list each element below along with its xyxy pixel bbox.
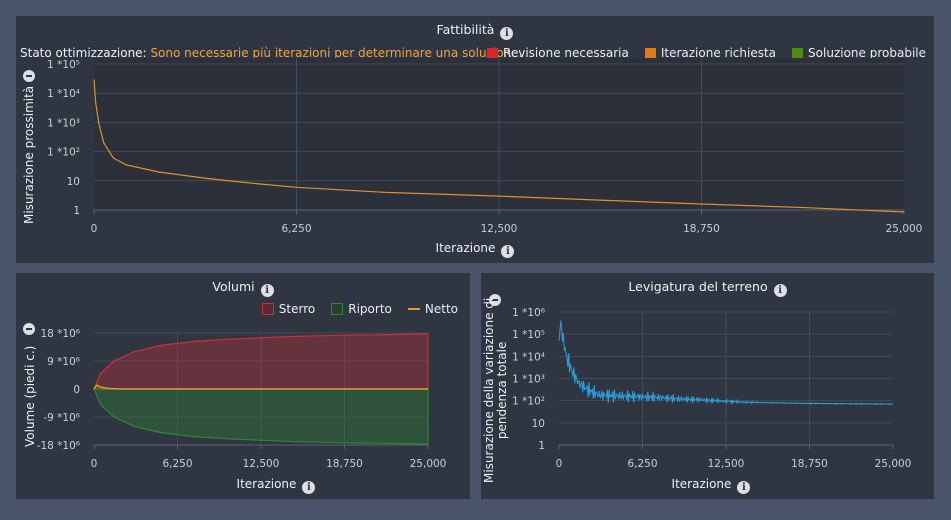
y-tick-label: 1 *10⁴ (47, 88, 80, 100)
line-netto (93, 384, 428, 390)
legend-swatch (644, 47, 656, 59)
smoothing-x-label: Iterazione (671, 477, 732, 491)
legend-label: Soluzione probabile (808, 46, 926, 60)
legend-label: Iterazione richiesta (660, 46, 777, 60)
y-tick-label: 10 (532, 418, 545, 430)
info-icon[interactable]: i (501, 245, 515, 258)
x-tick-label: 12,500 (243, 458, 280, 470)
status-label: Stato ottimizzazione: (20, 46, 147, 60)
feasibility-legend: Revisione necessaria Iterazione richiest… (471, 46, 926, 60)
legend-label: Netto (424, 302, 458, 316)
x-tick-label: 0 (91, 458, 98, 470)
legend-label: Sterro (278, 302, 316, 316)
legend-swatch (331, 303, 344, 315)
volumes-title: Volumi (212, 279, 255, 294)
legend-swatch (261, 303, 274, 315)
x-tick-label: 18,750 (683, 223, 720, 235)
feasibility-x-axis-title: Iterazione i (16, 241, 934, 258)
data-line (93, 79, 905, 213)
y-tick-label: 0 (73, 384, 80, 396)
y-tick-label: 1 *10³ (512, 374, 545, 386)
y-tick-label: 1 *10⁵ (512, 329, 545, 341)
x-tick-label: 18,750 (326, 458, 363, 470)
legend-item-solution: Soluzione probabile (792, 46, 926, 60)
info-icon[interactable]: i (302, 481, 316, 494)
legend-item-iteration: Iterazione richiesta (644, 46, 777, 60)
collapse-icon[interactable] (23, 323, 35, 335)
y-tick-label: 1 *10² (47, 147, 80, 159)
x-tick-label: 6,250 (627, 458, 657, 470)
collapse-icon[interactable] (23, 70, 35, 82)
feasibility-chart: 1 10 1 *10² 1 *10³ 1 *10⁴ 1 *10⁵ 0 6,250 12,500 1… (47, 58, 923, 235)
legend-item-sterro: Sterro (261, 302, 316, 316)
legend-label: Riporto (348, 302, 392, 316)
smoothing-panel: Levigatura del terreno i Misurazione dell… (481, 273, 934, 499)
data-line (558, 320, 893, 406)
legend-swatch (487, 47, 499, 59)
y-tick-label: 9 *10⁶ (47, 356, 80, 368)
feasibility-panel: Fattibilità i Stato ottimizzazione: Sono … (16, 16, 934, 263)
area-sterro (93, 333, 429, 390)
y-tick-label: 1 *10⁵ (47, 59, 80, 71)
collapse-icon[interactable] (489, 294, 501, 306)
y-tick-label: 1 (73, 205, 80, 217)
optimization-status: Stato ottimizzazione: Sono necessarie pi… (20, 46, 522, 60)
legend-swatch (407, 308, 420, 310)
x-tick-label: 25,000 (875, 458, 912, 470)
x-tick-label: 12,500 (708, 458, 745, 470)
info-icon[interactable]: i (260, 284, 274, 297)
smoothing-x-axis-title: Iterazione i (611, 477, 811, 494)
status-message: Sono necessarie più iterazioni per deter… (150, 46, 523, 60)
x-tick-label: 6,250 (162, 458, 192, 470)
x-tick-label: 0 (556, 458, 563, 470)
info-icon[interactable]: i (737, 481, 751, 494)
y-tick-label: 1 *10⁴ (512, 351, 545, 363)
info-icon[interactable]: i (500, 27, 514, 40)
volumes-legend: Sterro Riporto Netto (246, 302, 458, 316)
legend-label: Revisione necessaria (503, 46, 629, 60)
y-tick-label: -18 *10⁶ (37, 440, 80, 452)
x-tick-label: 6,250 (281, 223, 311, 235)
legend-swatch (792, 47, 804, 59)
legend-item-netto: Netto (407, 302, 458, 316)
feasibility-x-label: Iterazione (435, 241, 496, 255)
y-tick-label: 10 (67, 176, 80, 188)
info-icon[interactable]: i (773, 284, 787, 297)
x-tick-label: 25,000 (886, 223, 923, 235)
volumes-panel: Volumi i Sterro Riporto Netto Volume (pie… (16, 273, 470, 499)
y-tick-label: -9 *10⁶ (43, 412, 80, 424)
volumes-chart: -18 *10⁶ -9 *10⁶ 0 9 *10⁶ 18 *10⁶ 0 6,250 12,50… (37, 328, 447, 470)
volumes-x-axis-title: Iterazione i (176, 477, 376, 494)
area-riporto (93, 388, 429, 445)
y-tick-label: 1 *10³ (47, 117, 80, 129)
legend-item-riporto: Riporto (331, 302, 392, 316)
smoothing-chart: 1 10 1 *10² 1 *10³ 1 *10⁴ 1 *10⁵ 1 *10⁶ 0 6,250 1… (512, 307, 912, 470)
y-tick-label: 1 *10² (512, 396, 545, 408)
y-tick-label: 18 *10⁶ (40, 328, 80, 340)
y-tick-label: 1 (538, 440, 545, 452)
y-tick-label: 1 *10⁶ (512, 307, 545, 319)
smoothing-title: Levigatura del terreno (628, 279, 768, 294)
x-tick-label: 0 (91, 223, 98, 235)
feasibility-title: Fattibilità (436, 22, 495, 37)
x-tick-label: 12,500 (481, 223, 518, 235)
x-tick-label: 25,000 (410, 458, 447, 470)
x-tick-label: 18,750 (791, 458, 828, 470)
volumes-x-label: Iterazione (236, 477, 297, 491)
legend-item-revision: Revisione necessaria (487, 46, 629, 60)
